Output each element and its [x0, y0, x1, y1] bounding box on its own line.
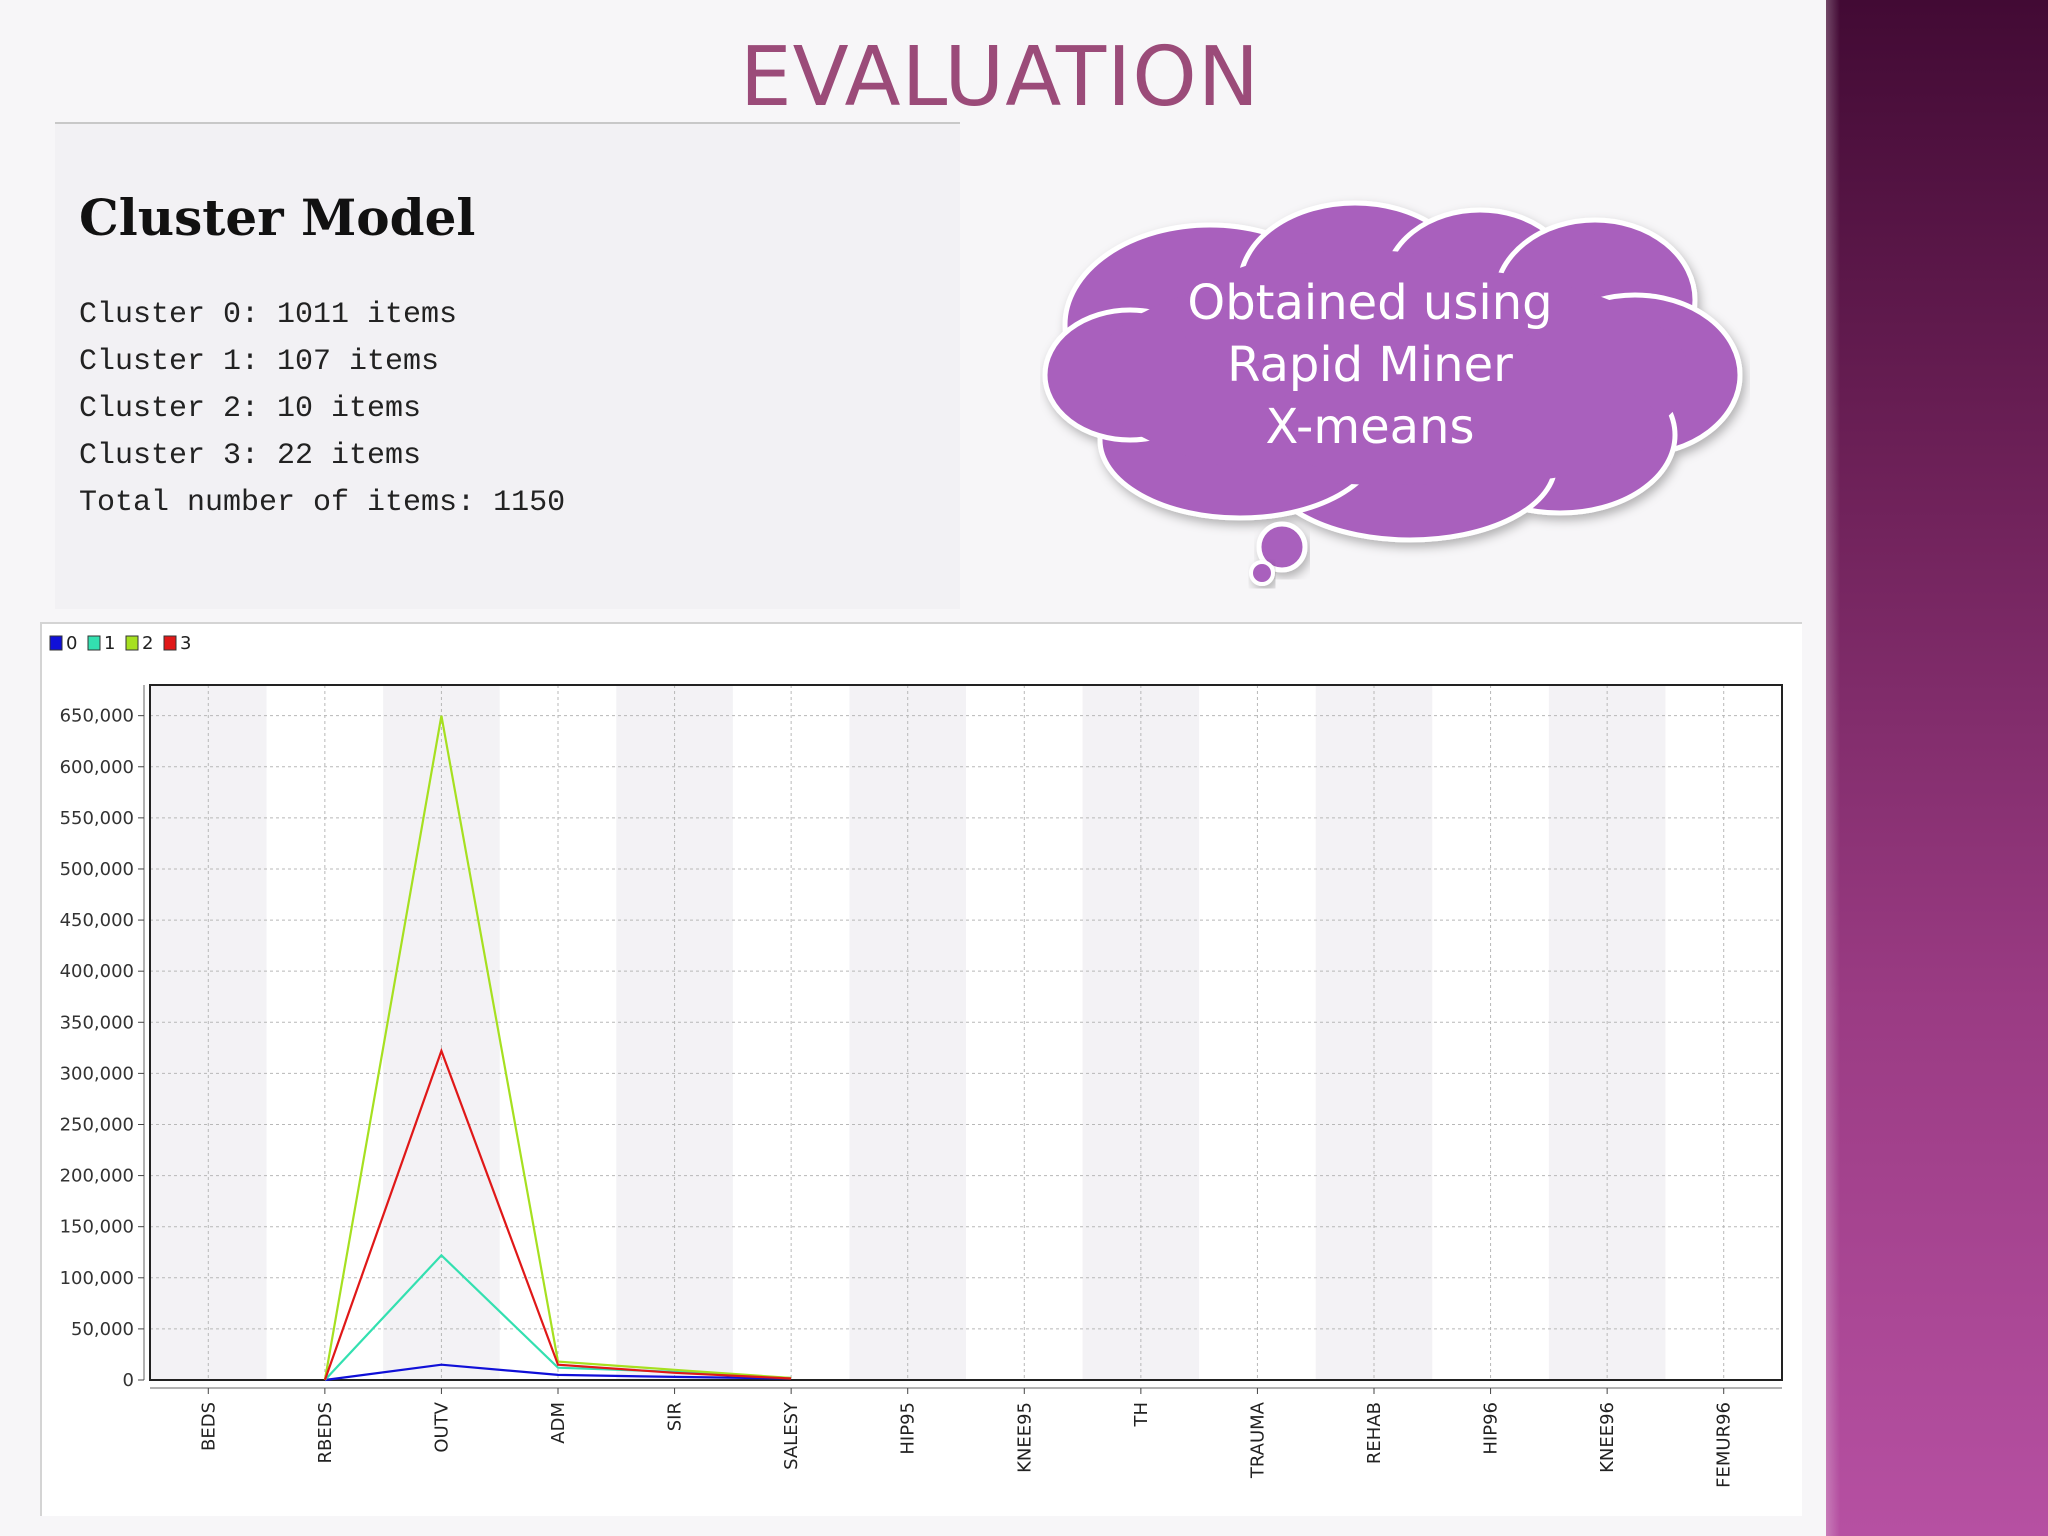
- cluster-3-count: Cluster 3: 22 items: [79, 439, 422, 473]
- decorative-sidebar: [1826, 0, 2048, 1536]
- cluster-1-count: Cluster 1: 107 items: [79, 345, 440, 379]
- y-tick-label: 550,000: [60, 808, 134, 829]
- x-tick-label: REHAB: [1364, 1402, 1385, 1464]
- legend-label-1: 1: [104, 633, 115, 654]
- x-tick-label: SIR: [665, 1402, 686, 1431]
- x-tick-label: BEDS: [198, 1402, 219, 1451]
- y-tick-label: 600,000: [60, 757, 134, 778]
- y-tick-label: 200,000: [60, 1166, 134, 1187]
- y-tick-label: 0: [123, 1370, 134, 1391]
- callout-line-2: Rapid Miner: [1227, 337, 1513, 393]
- y-tick-labels: 0 50,000 100,000 150,000 200,000 250,000 300,0…: [60, 706, 134, 1391]
- callout-line-3: X-means: [1265, 399, 1475, 455]
- cluster-line-chart-panel: 0 50,000 100,000 150,000 200,000 250,000 300,0…: [40, 622, 1802, 1516]
- x-tick-label: SALESY: [781, 1401, 802, 1470]
- cluster-summary: Cluster 0: 1011 items Cluster 1: 107 ite…: [79, 292, 565, 527]
- grid-lines: [150, 685, 1782, 1381]
- callout-text: Obtained using Rapid Miner X-means: [1120, 272, 1620, 458]
- cluster-0-count: Cluster 0: 1011 items: [79, 298, 458, 332]
- x-tick-label: TRAUMA: [1247, 1401, 1268, 1479]
- x-tick-label: OUTV: [431, 1401, 452, 1452]
- slide-title: EVALUATION: [739, 30, 1261, 125]
- x-tick-labels: BEDS RBEDS OUTV ADM SIR SALESY HIP95 KNEE95 TH TR…: [198, 1401, 1734, 1488]
- callout-line-1: Obtained using: [1187, 275, 1553, 331]
- chart-axes: [138, 684, 1783, 1394]
- column-bands: [150, 685, 1782, 1380]
- legend-label-2: 2: [142, 633, 153, 654]
- x-tick-label: KNEE96: [1597, 1402, 1618, 1473]
- cluster-model-panel: Cluster Model Cluster 0: 1011 items Clus…: [55, 122, 960, 609]
- legend-swatch-3: [163, 635, 177, 651]
- series-lines: [323, 715, 792, 1382]
- y-tick-label: 650,000: [60, 706, 134, 727]
- cluster-2-count: Cluster 2: 10 items: [79, 392, 422, 426]
- y-tick-label: 50,000: [71, 1319, 134, 1340]
- legend-swatch-2: [125, 635, 139, 651]
- series-line-0: [324, 1363, 792, 1382]
- total-items-count: Total number of items: 1150: [79, 486, 566, 520]
- x-tick-label: RBEDS: [315, 1402, 336, 1464]
- y-tick-label: 400,000: [60, 961, 134, 982]
- legend-swatch-0: [49, 635, 63, 651]
- x-tick-label: KNEE95: [1014, 1402, 1035, 1473]
- x-tick-label: ADM: [548, 1402, 569, 1444]
- plot-border: [149, 684, 1783, 1381]
- y-tick-label: 100,000: [60, 1268, 134, 1289]
- cluster-model-heading: Cluster Model: [79, 188, 476, 247]
- x-tick-label: HIP96: [1481, 1402, 1502, 1455]
- legend-label-0: 0: [66, 633, 77, 654]
- y-tick-label: 350,000: [60, 1012, 134, 1033]
- y-tick-label: 250,000: [60, 1114, 134, 1135]
- legend-label-3: 3: [180, 633, 191, 654]
- legend-swatch-1: [87, 635, 101, 651]
- series-line-3: [323, 1047, 792, 1381]
- thought-cloud-callout: [1042, 200, 1743, 586]
- y-tick-label: 500,000: [60, 859, 134, 880]
- x-tick-label: FEMUR96: [1714, 1402, 1735, 1488]
- x-tick-label: HIP95: [898, 1402, 919, 1455]
- chart-legend: 0 1 2 3: [49, 633, 191, 654]
- x-tick-label: TH: [1131, 1402, 1152, 1428]
- cluster-line-chart: 0 50,000 100,000 150,000 200,000 250,000 300,0…: [49, 633, 1783, 1488]
- y-tick-label: 450,000: [60, 910, 134, 931]
- y-tick-label: 150,000: [60, 1217, 134, 1238]
- y-tick-label: 300,000: [60, 1063, 134, 1084]
